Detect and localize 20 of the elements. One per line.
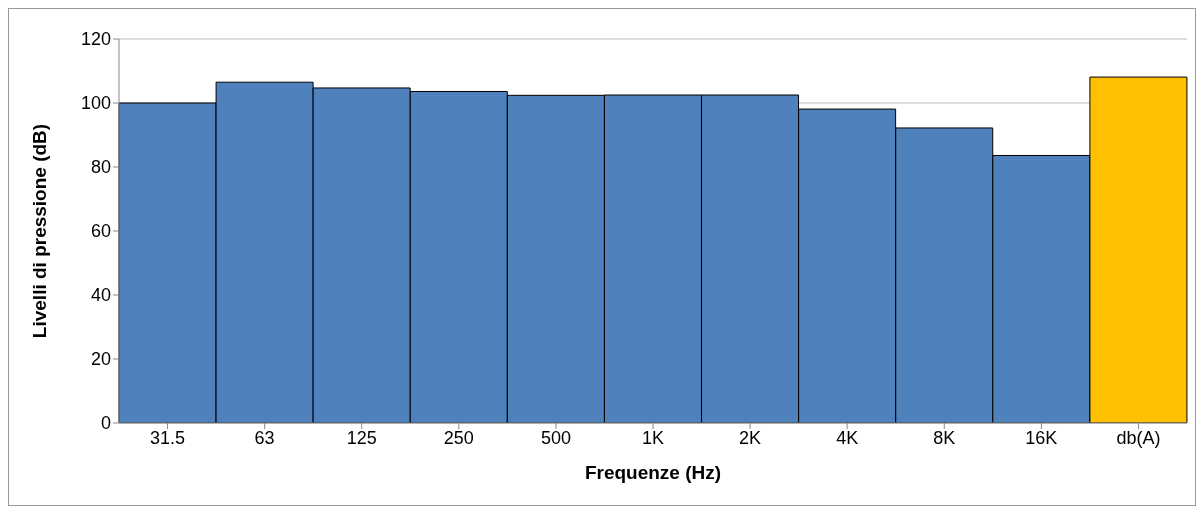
- y-tick-label: 80: [90, 157, 111, 178]
- x-tick-label: db(A): [1116, 427, 1161, 448]
- x-tick-label: 8K: [933, 427, 956, 448]
- y-tick-label: 60: [90, 221, 111, 242]
- x-tick-label: 2K: [739, 427, 762, 448]
- x-tick-label: 16K: [1025, 427, 1058, 448]
- y-axis-title: Livelli di pressione (dB): [28, 123, 50, 339]
- x-tick-label: 1K: [641, 427, 665, 448]
- x-tick-label: 31.5: [150, 427, 186, 448]
- y-tick-label: 40: [90, 285, 111, 306]
- x-tick-label: 250: [443, 427, 474, 448]
- y-tick-label: 0: [100, 413, 111, 434]
- x-tick-label: 125: [346, 427, 377, 448]
- x-axis-title: Frequenze (Hz): [584, 462, 722, 483]
- y-tick-label: 120: [80, 29, 111, 50]
- x-tick-label: 4K: [836, 427, 859, 448]
- x-tick-label: 63: [254, 427, 275, 448]
- y-tick-label: 100: [80, 93, 111, 114]
- y-tick-label: 20: [90, 349, 111, 370]
- x-tick-label: 500: [540, 427, 571, 448]
